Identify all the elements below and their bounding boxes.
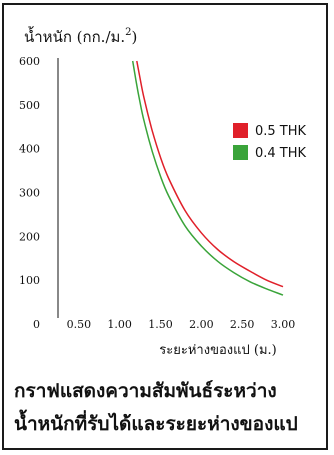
x-axis-label: ระยะห่างของแป (ม.) — [159, 343, 276, 358]
series-lines — [131, 60, 284, 296]
y-ticks: 0 100 200 300 400 500 600 — [19, 55, 40, 331]
x-tick-label: 2.00 — [189, 318, 214, 331]
series-line — [136, 60, 284, 288]
caption-line-1: กราฟแสดงความสัมพันธ์ระหว่าง — [14, 380, 277, 402]
legend-swatch — [233, 123, 248, 138]
legend-label: 0.5 THK — [255, 124, 307, 139]
x-tick-label: 2.50 — [230, 318, 255, 331]
legend-label: 0.4 THK — [255, 146, 307, 161]
x-ticks: 0.50 1.00 1.50 2.00 2.50 3.00 — [67, 318, 296, 331]
legend: 0.5 THK 0.4 THK — [233, 123, 307, 161]
chart-frame — [2, 3, 328, 450]
x-tick-label: 3.00 — [271, 318, 296, 331]
y-tick-label: 600 — [19, 55, 40, 68]
y-tick-label: 400 — [19, 143, 40, 156]
series-line — [131, 60, 284, 296]
x-tick-label: 1.00 — [107, 318, 132, 331]
x-tick-label: 1.50 — [148, 318, 173, 331]
y-tick-label: 500 — [19, 99, 40, 112]
y-tick-label: 100 — [19, 274, 40, 287]
y-tick-label: 200 — [19, 230, 40, 243]
y-tick-label: 0 — [33, 318, 40, 331]
caption-line-2: น้ำหนักที่รับได้และระยะห่างของแป — [14, 413, 298, 435]
legend-swatch — [233, 145, 248, 160]
x-tick-label: 0.50 — [67, 318, 92, 331]
y-tick-label: 300 — [19, 187, 40, 200]
y-axis-label: น้ำหนัก (กก./ม.2) — [24, 26, 137, 46]
